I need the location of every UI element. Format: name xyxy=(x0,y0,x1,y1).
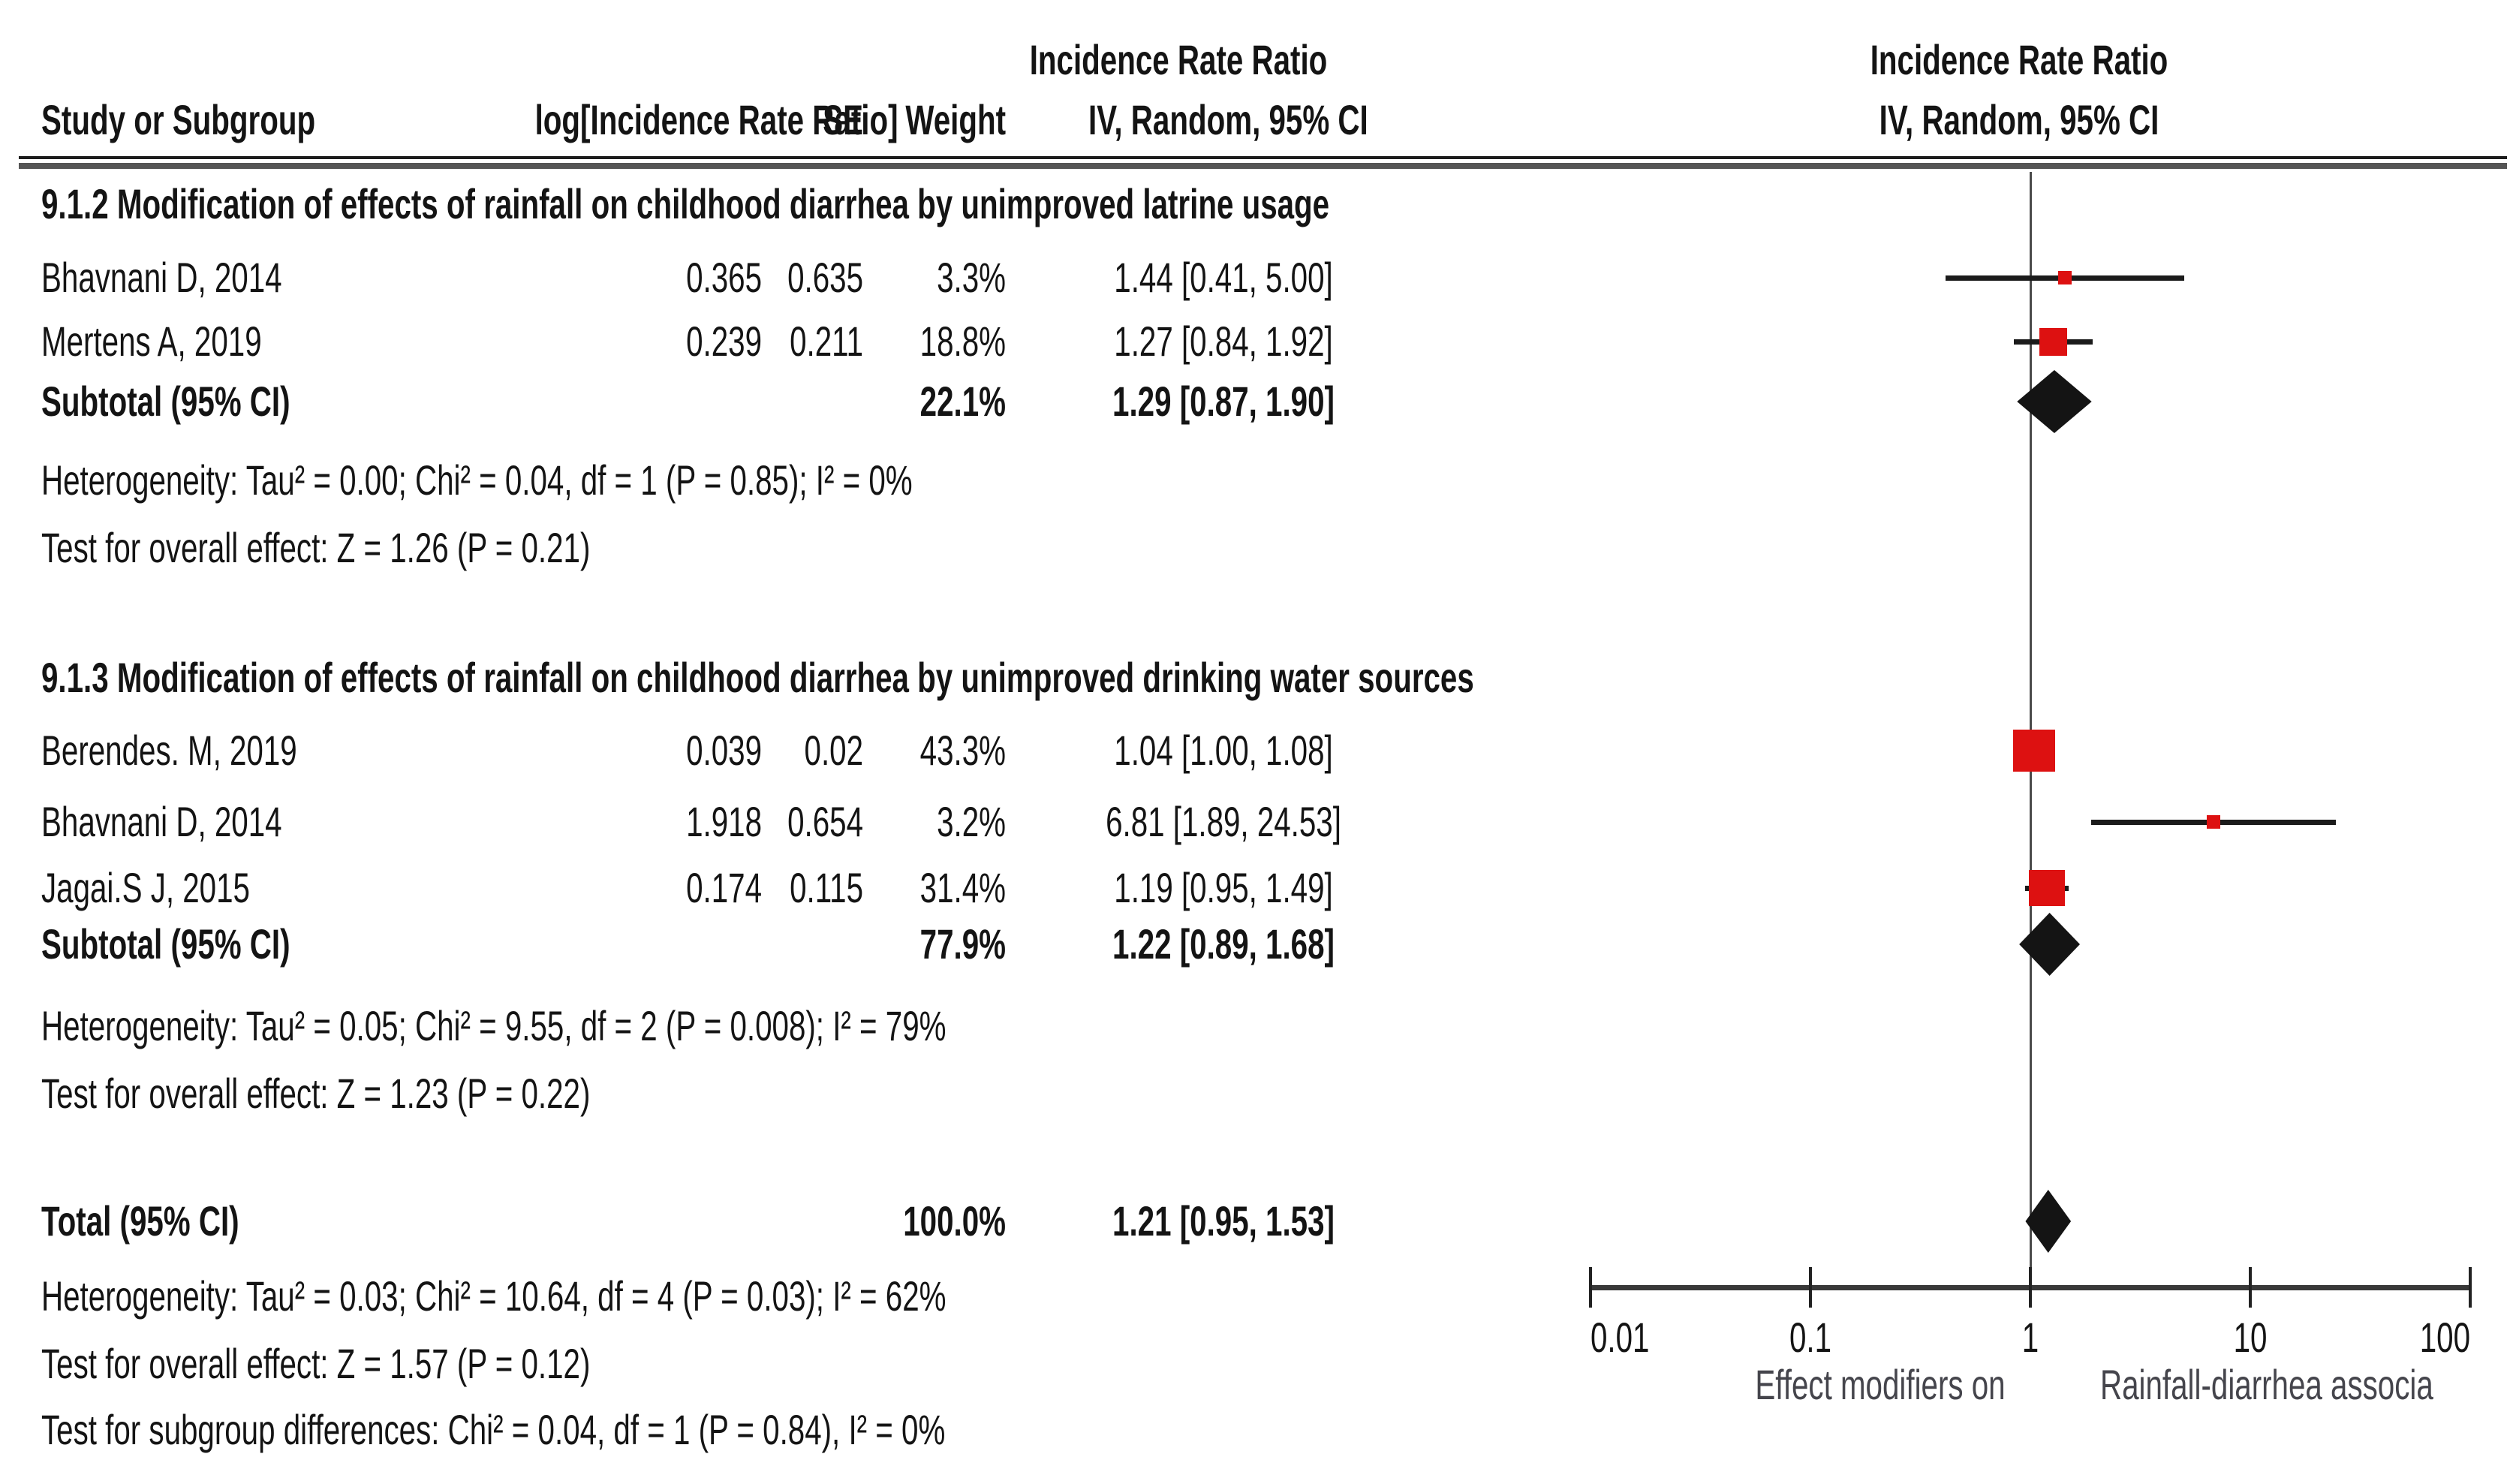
weight-value: 43.3% xyxy=(919,727,1006,774)
study-row-label: Berendes. M, 2019 xyxy=(41,727,297,774)
subgroup-header: 9.1.3 Modification of effects of rainfal… xyxy=(41,654,1474,701)
subgroup-differences-note: Test for subgroup differences: Chi² = 0.… xyxy=(41,1406,946,1453)
effect-marker xyxy=(2029,870,2066,906)
ci-text: 6.81 [1.89, 24.53] xyxy=(1106,798,1341,845)
header-rule-bottom xyxy=(19,163,2507,169)
header-rule-top xyxy=(19,156,2507,159)
plot-model-header: IV, Random, 95% CI xyxy=(1879,96,2159,143)
stats-effect-header: Incidence Rate Ratio xyxy=(1029,36,1328,83)
axis-tick xyxy=(1809,1267,1812,1308)
log-irr-value: 0.239 xyxy=(686,318,762,365)
weight-value: 3.3% xyxy=(937,254,1006,301)
study-row-label: Bhavnani D, 2014 xyxy=(41,254,282,301)
weight-value: 22.1% xyxy=(919,378,1006,425)
weight-value: 3.2% xyxy=(937,798,1006,845)
axis-tick-label: 100 xyxy=(2419,1314,2470,1361)
effect-marker xyxy=(2207,815,2221,829)
log-irr-value: 0.365 xyxy=(686,254,762,301)
ci-text: 1.29 [0.87, 1.90] xyxy=(1112,378,1335,425)
effect-marker xyxy=(2039,327,2067,356)
se-column-header: SE xyxy=(823,96,863,143)
se-value: 0.115 xyxy=(790,864,863,911)
ci-text: 1.22 [0.89, 1.68] xyxy=(1112,920,1335,968)
study-column-header: Study or Subgroup xyxy=(41,96,316,143)
axis-caption-right: Rainfall-diarrhea associa xyxy=(2100,1361,2433,1408)
weight-value: 100.0% xyxy=(903,1197,1006,1245)
subtotal-diamond xyxy=(2017,370,2092,433)
study-row-label: Mertens A, 2019 xyxy=(41,318,262,365)
subtotal-diamond xyxy=(2019,913,2080,976)
axis-tick xyxy=(2469,1267,2472,1308)
total-diamond xyxy=(2025,1190,2072,1253)
study-row-label: Jagai.S J, 2015 xyxy=(41,864,250,911)
se-value: 0.654 xyxy=(787,798,863,845)
weight-value: 77.9% xyxy=(919,920,1006,968)
ci-text: 1.44 [0.41, 5.00] xyxy=(1114,254,1333,301)
log-irr-value: 0.039 xyxy=(686,727,762,774)
axis-caption-left: Effect modifiers on xyxy=(1755,1361,2006,1408)
axis-tick-label: 0.1 xyxy=(1789,1314,1832,1361)
axis-tick-label: 1 xyxy=(2021,1314,2039,1361)
heterogeneity-note: Heterogeneity: Tau² = 0.03; Chi² = 10.64… xyxy=(41,1272,947,1320)
axis-tick-label: 10 xyxy=(2233,1314,2268,1361)
plot-effect-header: Incidence Rate Ratio xyxy=(1870,36,2168,83)
ci-text: 1.27 [0.84, 1.92] xyxy=(1114,318,1333,365)
overall-effect-note: Test for overall effect: Z = 1.57 (P = 0… xyxy=(41,1340,591,1387)
overall-effect-note: Test for overall effect: Z = 1.23 (P = 0… xyxy=(41,1070,591,1117)
weight-value: 18.8% xyxy=(919,318,1006,365)
axis-tick xyxy=(2249,1267,2252,1308)
subtotal-label: Subtotal (95% CI) xyxy=(41,378,290,425)
overall-effect-note: Test for overall effect: Z = 1.26 (P = 0… xyxy=(41,524,591,571)
heterogeneity-note: Heterogeneity: Tau² = 0.00; Chi² = 0.04,… xyxy=(41,456,913,504)
subgroup-header: 9.1.2 Modification of effects of rainfal… xyxy=(41,180,1330,227)
ci-text: 1.19 [0.95, 1.49] xyxy=(1114,864,1333,911)
ci-text: 1.21 [0.95, 1.53] xyxy=(1112,1197,1335,1245)
effect-marker xyxy=(2058,271,2072,284)
total-label: Total (95% CI) xyxy=(41,1197,239,1245)
axis-tick xyxy=(2029,1267,2032,1308)
weight-column-header: Weight xyxy=(905,96,1006,143)
study-row-label: Bhavnani D, 2014 xyxy=(41,798,282,845)
ci-text: 1.04 [1.00, 1.08] xyxy=(1114,727,1333,774)
se-value: 0.02 xyxy=(804,727,863,774)
subtotal-label: Subtotal (95% CI) xyxy=(41,920,290,968)
heterogeneity-note: Heterogeneity: Tau² = 0.05; Chi² = 9.55,… xyxy=(41,1002,947,1049)
axis-tick xyxy=(1589,1267,1592,1308)
log-irr-value: 1.918 xyxy=(686,798,762,845)
axis-tick-label: 0.01 xyxy=(1591,1314,1650,1361)
log-irr-value: 0.174 xyxy=(686,864,762,911)
se-value: 0.211 xyxy=(790,318,863,365)
stats-model-header: IV, Random, 95% CI xyxy=(1088,96,1368,143)
se-value: 0.635 xyxy=(787,254,863,301)
effect-marker xyxy=(2012,730,2055,772)
weight-value: 31.4% xyxy=(919,864,1006,911)
